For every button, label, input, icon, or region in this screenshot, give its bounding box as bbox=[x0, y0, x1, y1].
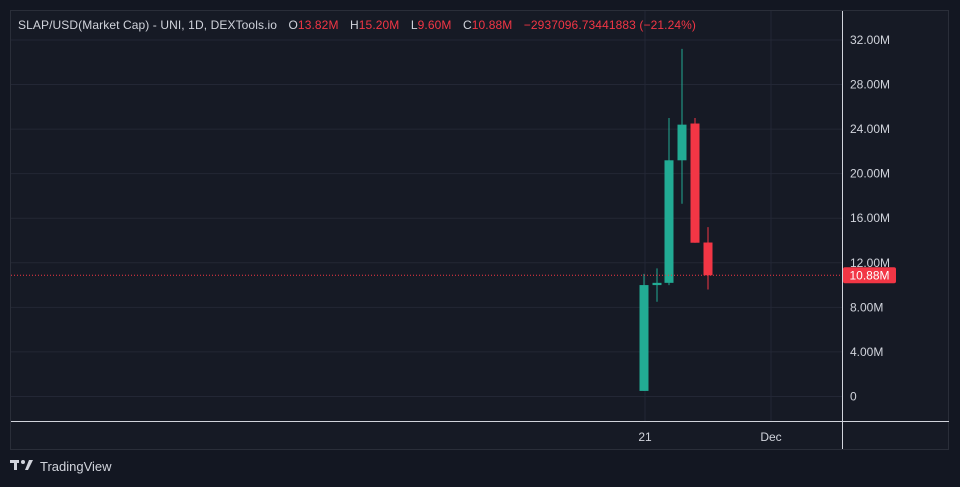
legend-info: UNI, 1D, DEXTools.io bbox=[160, 18, 278, 32]
legend-high-value: 15.20M bbox=[358, 18, 400, 32]
candle bbox=[652, 268, 662, 302]
legend-open-label: O bbox=[288, 18, 298, 32]
chart-frame[interactable] bbox=[10, 10, 949, 450]
y-tick-label: 12.00M bbox=[850, 256, 890, 270]
candle bbox=[677, 48, 687, 204]
candle bbox=[690, 117, 700, 243]
axes: 0 4.00M 8.00M 12.00M 16.00M 20.00M 24.00M 28.00… bbox=[11, 11, 949, 449]
grid-lines bbox=[11, 11, 842, 421]
candle bbox=[703, 227, 713, 290]
y-tick-label: 28.00M bbox=[850, 78, 890, 92]
candle-body bbox=[703, 242, 713, 276]
y-tick-label: 20.00M bbox=[850, 167, 890, 181]
legend-close-value: 10.88M bbox=[471, 18, 513, 32]
last-price-label: 10.88M bbox=[849, 268, 889, 282]
candle-body bbox=[664, 160, 674, 283]
legend-change: −2937096.73441883 (−21.24%) bbox=[523, 18, 696, 32]
x-tick-label: 21 bbox=[638, 430, 652, 444]
legend-symbol[interactable]: SLAP/USD(Market Cap) bbox=[18, 18, 150, 32]
footer: TradingView bbox=[10, 458, 112, 475]
candle-body bbox=[639, 285, 649, 391]
candle-body bbox=[652, 282, 662, 286]
y-tick-label: 32.00M bbox=[850, 33, 890, 47]
y-tick-label: 24.00M bbox=[850, 122, 890, 136]
y-tick-label: 8.00M bbox=[850, 300, 883, 314]
legend-close-label: C bbox=[462, 18, 472, 32]
chart-legend: SLAP/USD(Market Cap) - UNI, 1D, DEXTools… bbox=[18, 18, 696, 32]
candle bbox=[639, 273, 649, 391]
legend-high-label: H bbox=[350, 18, 359, 32]
candles bbox=[639, 48, 713, 391]
legend-low-label: L bbox=[410, 18, 418, 32]
y-tick-label: 0 bbox=[850, 389, 857, 403]
y-tick-label: 4.00M bbox=[850, 345, 883, 359]
tradingview-logo-icon[interactable] bbox=[10, 458, 34, 475]
last-price-tag bbox=[843, 267, 896, 284]
legend-open-value: 13.82M bbox=[297, 18, 339, 32]
legend-separator: - bbox=[149, 18, 161, 32]
candle-body bbox=[690, 123, 700, 243]
legend-low-value: 9.60M bbox=[417, 18, 452, 32]
brand-name[interactable]: TradingView bbox=[40, 459, 112, 474]
candle bbox=[664, 117, 674, 286]
y-tick-label: 16.00M bbox=[850, 211, 890, 225]
x-tick-label: Dec bbox=[760, 430, 781, 444]
candle-body bbox=[677, 124, 687, 161]
